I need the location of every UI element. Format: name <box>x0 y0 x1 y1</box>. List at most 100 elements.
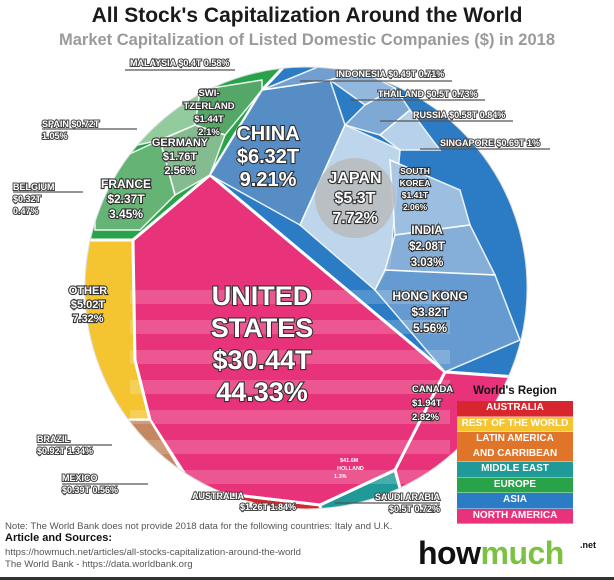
country-value: $3.82T <box>411 305 449 319</box>
chart-outline <box>84 66 528 510</box>
country-share: 3.03% <box>411 257 444 269</box>
country-name: GERMANY <box>152 137 209 149</box>
label-holland: $41.6M HOLLAND 1.3% <box>334 458 364 480</box>
legend-item-middle-east: MIDDLE EAST <box>457 462 573 478</box>
callout-mexico: MEXICO $0.39T 0.56% <box>61 472 148 496</box>
callout-belgium: BELGIUM $0.32T 0.47% <box>12 181 83 217</box>
legend: World's Region AUSTRALIA REST OF THE WORL… <box>457 385 573 524</box>
legend-title: World's Region <box>473 385 557 397</box>
callout-singapore: SINGAPORE $0.69T 1% <box>420 137 550 150</box>
country-cell-singapore <box>378 108 442 151</box>
callout-text: SINGAPORE $0.69T 1% <box>440 138 540 148</box>
label-other: OTHER $5.02T 7.32% <box>68 284 109 326</box>
label-canada: CANADA $1.94T 2.82% <box>411 383 455 424</box>
callout-thailand: THAILAND $0.5T 0.73% <box>350 88 485 101</box>
country-name: TZERLAND <box>183 101 234 112</box>
logo-suffix: .net <box>580 540 597 550</box>
source-link-worldbank[interactable]: The World Bank - https://data.worldbank.… <box>5 559 193 570</box>
callout-text: $0.39T 0.56% <box>62 485 118 495</box>
country-name: KOREA <box>400 178 431 188</box>
country-share: 7.32% <box>72 313 103 325</box>
callout-text: RUSSIA $0.58T 0.84% <box>413 110 505 120</box>
callout-text: $1.26T 1.84% <box>240 502 296 512</box>
callout-text: THAILAND $0.5T 0.73% <box>378 89 478 99</box>
country-name: SOUTH <box>400 166 430 176</box>
country-value: $6.32T <box>237 146 299 168</box>
callout-text: BELGIUM <box>13 182 55 192</box>
legend-item-north-america: NORTH AMERICA <box>457 508 573 524</box>
legend-item-australia: AUSTRALIA <box>457 401 573 417</box>
country-name: HONG KONG <box>392 289 467 303</box>
country-value: $5.02T <box>71 299 106 311</box>
country-name: UNITED <box>212 281 313 311</box>
legend-item-rest-of-the-world: REST OF THE WORLD <box>457 416 573 432</box>
callout-text: SAUDI ARABIA <box>375 492 441 502</box>
country-share: 2.56% <box>164 165 195 177</box>
country-share: 2.82% <box>412 412 439 423</box>
country-name: CANADA <box>412 384 453 395</box>
country-share: 2.1% <box>198 127 220 138</box>
country-value: $1.94T <box>412 398 442 409</box>
callout-text: AUSTRALIA <box>192 491 244 501</box>
callout-spain: SPAIN $0.72T 1.05% <box>41 118 137 142</box>
japan-flag-circle <box>315 158 395 238</box>
bottom-bar <box>0 577 614 580</box>
country-value: $1.76T <box>163 151 198 163</box>
label-hongkong: HONG KONG $3.82T 5.56% <box>391 288 469 336</box>
country-share: 5.56% <box>413 321 447 335</box>
us-flag-stripe <box>130 440 450 454</box>
country-name: FRANCE <box>101 177 151 191</box>
callout-text: BRAZIL <box>37 434 70 444</box>
us-flag-stripe <box>130 350 450 364</box>
country-name: INDIA <box>411 225 442 237</box>
callout-text: MEXICO <box>62 473 98 483</box>
country-name: HOLLAND <box>337 466 364 472</box>
country-value: $5.3T <box>335 190 376 207</box>
chart-title: All Stock's Capitalization Around the Wo… <box>91 4 523 27</box>
callout-text: 1.05% <box>42 131 68 141</box>
country-value: $41.6M <box>340 458 359 464</box>
country-value: $1.44T <box>194 114 224 125</box>
label-germany: GERMANY $1.76T 2.56% <box>151 136 210 178</box>
footnote: Note: The World Bank does not provide 20… <box>5 521 393 532</box>
callout-text: MALAYSIA $0.4T 0.58% <box>130 58 229 68</box>
country-cell-hong-kong <box>374 269 521 373</box>
source-link-article[interactable]: https://howmuch.net/articles/all-stocks-… <box>5 547 301 558</box>
callout-brazil: BRAZIL $0.92T 1.34% <box>36 433 112 457</box>
us-flag-stripe <box>130 320 450 334</box>
callout-text: 0.47% <box>13 206 39 216</box>
country-share: 7.72% <box>332 210 377 227</box>
country-share: 44.33% <box>216 377 308 407</box>
label-india: INDIA $2.08T 3.03% <box>408 224 446 270</box>
country-share: 3.45% <box>109 207 143 221</box>
label-switzerland: SWI- TZERLAND $1.44T 2.1% <box>182 87 236 139</box>
country-name: JAPAN <box>328 170 381 187</box>
callout-australia: $1.26T 1.84% <box>239 501 297 513</box>
country-value: $30.44T <box>212 345 312 375</box>
country-name: CHINA <box>236 123 299 145</box>
callout-australia: AUSTRALIA <box>191 490 245 502</box>
country-cell-mexico <box>118 469 196 509</box>
us-flag-stripe <box>130 470 450 484</box>
country-name: STATES <box>211 313 314 343</box>
sources-heading: Article and Sources: <box>5 532 112 544</box>
callout-text: SPAIN $0.72T <box>42 119 100 129</box>
callout-text: INDONESIA $0.49T 0.71% <box>336 69 444 79</box>
label-southkorea: SOUTH KOREA $1.41T 2.06% <box>399 165 432 213</box>
country-share: 9.21% <box>240 169 297 191</box>
country-share: 2.06% <box>403 202 428 212</box>
callout-text: $0.32T <box>13 194 42 204</box>
legend-item-europe: EUROPE <box>457 477 573 493</box>
label-japan: JAPAN $5.3T 7.72% <box>327 169 382 228</box>
callout-text: $0.92T 1.34% <box>37 446 93 456</box>
country-name: OTHER <box>69 285 108 297</box>
country-share: 1.3% <box>334 474 347 480</box>
us-flag-stripe <box>130 290 450 304</box>
country-value: $2.08T <box>409 241 445 253</box>
legend-item-latin-america-and-carribean: LATIN AMERICA AND CARRIBEAN <box>457 432 573 462</box>
callout-malaysia: MALAYSIA $0.4T 0.58% <box>125 57 235 71</box>
country-value: $2.37T <box>107 192 145 206</box>
